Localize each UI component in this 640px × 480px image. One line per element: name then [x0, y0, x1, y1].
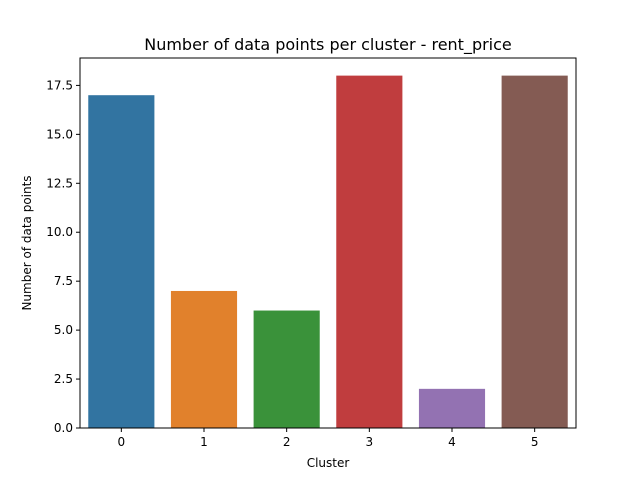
y-tick-label: 17.5: [46, 78, 73, 92]
bar-cluster-4: [418, 388, 486, 428]
y-tick-label: 5.0: [54, 323, 73, 337]
bar-cluster-3: [336, 75, 403, 428]
y-tick-label: 2.5: [54, 372, 73, 386]
bar-cluster-2: [253, 310, 320, 428]
x-tick-label: 5: [531, 435, 539, 449]
x-axis-ticks: 0 1 2 3 4 5: [118, 428, 539, 449]
y-axis-label: Number of data points: [20, 175, 34, 310]
bar-cluster-0: [88, 95, 155, 428]
y-tick-label: 0.0: [54, 421, 73, 435]
chart-title: Number of data points per cluster - rent…: [144, 35, 512, 55]
bar-cluster-5: [501, 75, 568, 428]
x-tick-label: 3: [366, 435, 374, 449]
y-axis-ticks: 0.0 2.5 5.0 7.5 10.0 12.5 15.0 17.5: [46, 78, 80, 435]
y-tick-label: 10.0: [46, 225, 73, 239]
x-tick-label: 1: [200, 435, 208, 449]
x-tick-label: 4: [448, 435, 456, 449]
y-tick-label: 15.0: [46, 127, 73, 141]
y-tick-label: 7.5: [54, 274, 73, 288]
x-tick-label: 0: [118, 435, 126, 449]
x-axis-label: Cluster: [307, 456, 350, 470]
bars-group: [88, 75, 568, 428]
plot-frame: [79, 57, 577, 429]
bar-cluster-1: [170, 290, 238, 428]
x-tick-label: 2: [283, 435, 291, 449]
y-tick-label: 12.5: [46, 176, 73, 190]
